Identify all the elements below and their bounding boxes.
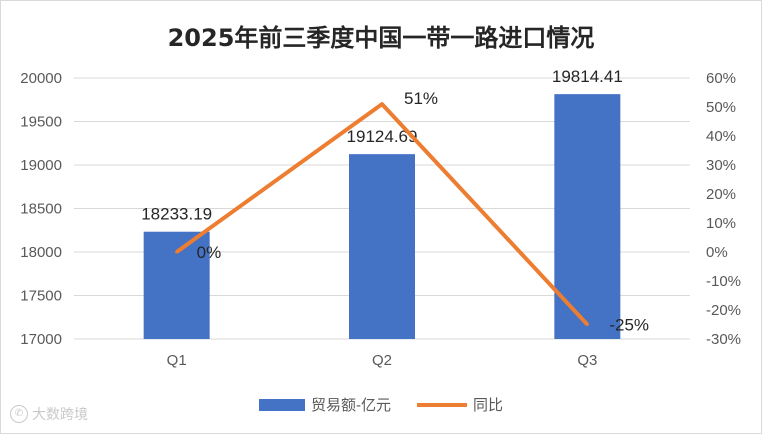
y-right-tick-label: 50% [706,99,736,116]
line-point [175,250,179,254]
y-right-tick-label: 10% [706,215,736,232]
y-right-tick-label: 60% [706,70,736,87]
x-tick-label: Q2 [372,352,392,369]
x-tick-label: Q1 [167,352,187,369]
y-left-tick-label: 18500 [20,201,62,218]
y-right-tick-label: 20% [706,186,736,203]
y-right-tick-label: -30% [706,331,741,348]
y-left-tick-label: 19000 [20,157,62,174]
legend-item-trade-value: 贸易额-亿元 [258,394,391,415]
y-right-tick-label: 30% [706,157,736,174]
bar-data-label: 18233.19 [141,205,212,224]
line-data-label: 0% [197,243,222,262]
y-right-tick-label: -20% [706,302,741,319]
chart-title: 2025年前三季度中国一带一路进口情况 [167,24,595,52]
watermark: ✆ 大数跨境 [10,404,88,424]
y-right-tick-label: 40% [706,128,736,145]
legend-swatch-bar [258,398,305,411]
bar-data-label: 19124.69 [347,127,418,146]
legend-label-yoy: 同比 [472,397,503,414]
legend-item-yoy: 同比 [416,394,503,415]
legend-label-trade-value: 贸易额-亿元 [310,397,391,414]
legend-swatch-line [416,402,467,407]
bar-data-label: 19814.41 [552,67,623,86]
chat-bubble-icon: ✆ [10,405,28,423]
y-left-tick-label: 17000 [20,331,62,348]
y-left-tick-label: 19500 [20,114,62,131]
y-left-tick-label: 17500 [20,288,62,305]
y-right-tick-label: -10% [706,273,741,290]
line-data-label: -25% [609,316,649,335]
bar [349,154,415,339]
y-right-tick-label: 0% [706,244,728,261]
y-left-tick-label: 18000 [20,244,62,261]
x-tick-label: Q3 [577,352,597,369]
chart-legend: 贸易额-亿元 同比 [0,394,762,415]
watermark-text: 大数跨境 [32,406,88,422]
line-data-label: 51% [404,89,438,108]
line-point [585,323,589,326]
y-left-tick-label: 20000 [20,70,62,87]
line-point [380,102,384,106]
